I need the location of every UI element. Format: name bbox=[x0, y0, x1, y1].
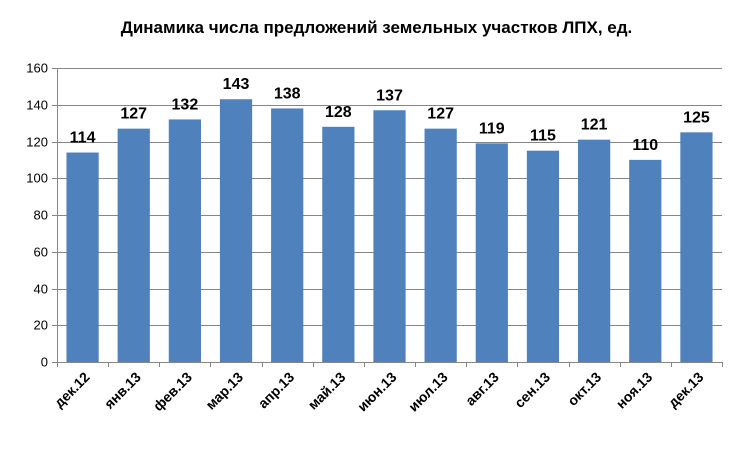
bar bbox=[424, 128, 457, 362]
y-tick-label: 40 bbox=[34, 282, 48, 297]
x-tick-label: авг.13 bbox=[462, 369, 502, 409]
bar bbox=[219, 99, 253, 363]
y-tick-label: 60 bbox=[34, 245, 48, 260]
chart-title: Динамика числа предложений земельных уча… bbox=[120, 18, 633, 37]
x-tick-label: июл.13 bbox=[405, 369, 451, 415]
bar bbox=[680, 132, 713, 362]
bar bbox=[117, 128, 150, 362]
data-label: 115 bbox=[530, 128, 556, 145]
y-tick-label: 0 bbox=[41, 355, 48, 370]
data-label: 114 bbox=[70, 130, 96, 147]
x-tick-label: фев.13 bbox=[150, 369, 195, 414]
x-tick-label: сен.13 bbox=[511, 369, 553, 411]
x-tick-label: дек.12 bbox=[51, 369, 93, 411]
x-tick-label: мар.13 bbox=[202, 369, 246, 413]
bar bbox=[168, 119, 201, 362]
y-tick-label: 20 bbox=[34, 318, 48, 333]
y-tick-label: 80 bbox=[34, 208, 48, 223]
bar bbox=[578, 139, 611, 362]
data-label: 121 bbox=[581, 117, 608, 134]
y-tick-label: 140 bbox=[26, 98, 48, 113]
data-label: 119 bbox=[479, 120, 505, 137]
data-label: 137 bbox=[376, 87, 403, 104]
bar bbox=[322, 126, 355, 362]
y-tick-label: 160 bbox=[26, 61, 48, 76]
data-label: 125 bbox=[683, 109, 710, 126]
data-label: 127 bbox=[120, 106, 147, 123]
data-label: 143 bbox=[223, 76, 250, 93]
bar bbox=[629, 159, 662, 362]
x-tick-label: окт.13 bbox=[564, 369, 604, 409]
x-tick-label: янв.13 bbox=[101, 369, 144, 412]
y-tick-label: 100 bbox=[26, 171, 48, 186]
x-tick-label: ноя.13 bbox=[613, 369, 656, 412]
x-tick-label: дек.13 bbox=[665, 369, 707, 411]
bar bbox=[526, 150, 560, 362]
bar bbox=[373, 110, 406, 362]
bar bbox=[475, 143, 508, 362]
x-tick-label: апр.13 bbox=[255, 369, 298, 412]
data-label: 138 bbox=[274, 85, 301, 102]
data-label: 127 bbox=[427, 106, 454, 123]
data-label: 132 bbox=[172, 96, 199, 113]
y-tick-label: 120 bbox=[26, 135, 48, 150]
x-tick-label: май.13 bbox=[305, 369, 349, 413]
bar bbox=[66, 152, 99, 362]
bar bbox=[271, 108, 304, 362]
x-tick-label: июн.13 bbox=[354, 369, 400, 415]
data-label: 128 bbox=[325, 104, 352, 121]
data-label: 110 bbox=[632, 137, 658, 154]
